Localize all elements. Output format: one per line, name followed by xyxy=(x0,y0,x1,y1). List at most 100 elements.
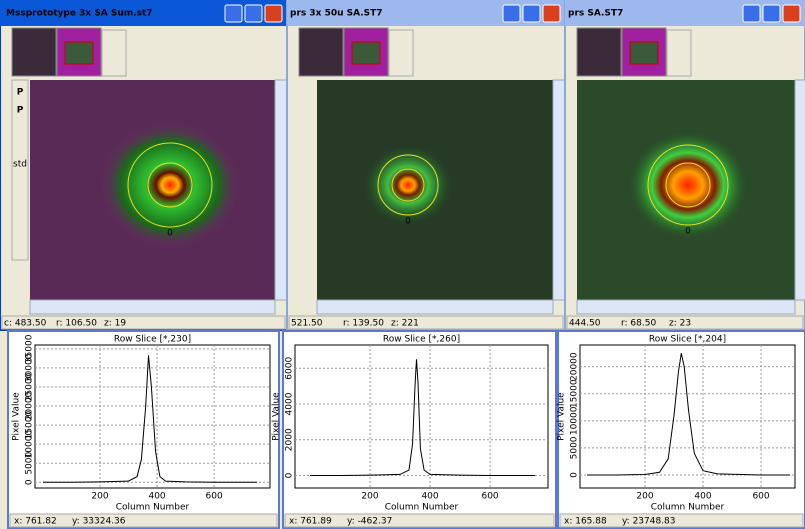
window-button[interactable] xyxy=(244,4,263,23)
y-tick-label: 0 xyxy=(25,479,35,485)
y-tick-label: 20000 xyxy=(570,352,580,381)
tool-label[interactable]: P xyxy=(17,88,24,98)
window-button[interactable] xyxy=(264,4,283,23)
plot-frame xyxy=(34,344,271,489)
scrollbar-vertical[interactable] xyxy=(552,79,566,301)
status-bar xyxy=(1,315,286,330)
toolbar[interactable] xyxy=(666,29,692,77)
y-tick-label: 20000 xyxy=(25,391,35,420)
ring-label: 0 xyxy=(405,217,411,227)
window-button[interactable] xyxy=(224,4,243,23)
status-text: x: 165.88 xyxy=(564,517,607,527)
tool-label[interactable]: std xyxy=(13,160,27,170)
scrollbar[interactable] xyxy=(576,299,796,315)
ring xyxy=(647,144,729,226)
scrollbar-vertical[interactable] xyxy=(274,79,288,301)
status-text: c: 483.50 xyxy=(4,319,47,329)
status-text: y: -462.37 xyxy=(347,517,392,527)
x-tick-label: 400 xyxy=(421,492,438,502)
window-button[interactable] xyxy=(542,4,561,23)
diffraction-halo xyxy=(628,131,748,239)
plot-frame xyxy=(294,344,549,489)
window-button[interactable] xyxy=(742,4,761,23)
x-tick-label: 600 xyxy=(752,492,769,502)
status-bar xyxy=(288,315,564,330)
window-button[interactable] xyxy=(782,4,801,23)
diffraction-halo xyxy=(363,144,453,226)
toolbar[interactable] xyxy=(388,29,414,77)
window-button[interactable] xyxy=(762,4,781,23)
y-tick-label: 15000 xyxy=(25,410,35,439)
scrollbar[interactable] xyxy=(316,299,554,315)
thumbnail-view xyxy=(351,41,381,65)
window-title: prs 3x 50u SA.ST7 xyxy=(290,9,383,19)
window-button[interactable] xyxy=(502,4,521,23)
ring-label: 0 xyxy=(167,229,173,239)
window-button[interactable] xyxy=(522,4,541,23)
tool-palette xyxy=(11,79,29,261)
x-tick-label: 600 xyxy=(481,492,498,502)
scrollbar-vertical[interactable] xyxy=(794,79,805,301)
plot-frame xyxy=(579,344,796,489)
window-icon: M xyxy=(6,9,15,19)
y-axis-label: Pixel Value xyxy=(557,392,567,441)
y-tick-label: 2000 xyxy=(285,428,295,451)
thumbnail-view xyxy=(64,41,94,65)
scrollbar[interactable] xyxy=(29,299,276,315)
status-text: z: 23 xyxy=(669,319,691,329)
ring xyxy=(147,162,193,208)
y-tick-label: 5000 xyxy=(25,451,35,474)
status-bar xyxy=(9,513,278,528)
x-axis-label: Column Number xyxy=(651,503,725,513)
y-tick-label: 30000 xyxy=(25,353,35,382)
status-text: z: 221 xyxy=(391,319,419,329)
status-bar xyxy=(566,315,804,330)
status-text: 444.50 xyxy=(569,319,601,329)
x-tick-label: 200 xyxy=(636,492,653,502)
status-text: y: 33324.36 xyxy=(72,517,126,527)
toolbar[interactable] xyxy=(101,29,127,77)
y-tick-label: 5000 xyxy=(570,436,580,459)
plot-title: Row Slice [*,204] xyxy=(649,335,726,345)
thumbnail[interactable] xyxy=(576,27,622,77)
status-text: y: 23748.83 xyxy=(622,517,676,527)
status-bar xyxy=(559,513,804,528)
ring xyxy=(127,142,213,228)
tool-label[interactable]: P xyxy=(17,106,24,116)
curve xyxy=(43,355,257,483)
status-text: x: 761.89 xyxy=(289,517,332,527)
x-tick-label: 200 xyxy=(91,492,108,502)
y-tick-label: 10000 xyxy=(25,430,35,459)
status-bar xyxy=(284,513,555,528)
x-tick-label: 400 xyxy=(694,492,711,502)
status-text: z: 19 xyxy=(104,319,126,329)
thumbnail[interactable] xyxy=(11,27,57,77)
diffraction-halo xyxy=(100,122,240,248)
status-text: r: 106.50 xyxy=(56,319,97,329)
plot-title: Row Slice [*,260] xyxy=(383,335,460,345)
status-text: r: 68.50 xyxy=(621,319,656,329)
x-tick-label: 600 xyxy=(206,492,223,502)
y-tick-label: 4000 xyxy=(285,392,295,415)
ring xyxy=(665,162,711,208)
x-axis-label: Column Number xyxy=(116,503,190,513)
ring xyxy=(377,154,439,216)
plot-title: Row Slice [*,230] xyxy=(114,335,191,345)
y-tick-label: 35000 xyxy=(25,334,35,363)
y-tick-label: 25000 xyxy=(25,372,35,401)
status-text: 521.50 xyxy=(291,319,323,329)
thumbnail-view xyxy=(629,41,659,65)
curve xyxy=(310,359,536,476)
y-tick-label: 0 xyxy=(285,472,295,478)
y-tick-label: 6000 xyxy=(285,357,295,380)
status-text: x: 761.82 xyxy=(14,517,57,527)
thumbnail[interactable] xyxy=(298,27,344,77)
x-tick-label: 200 xyxy=(361,492,378,502)
ring xyxy=(391,168,425,202)
x-tick-label: 400 xyxy=(148,492,165,502)
y-tick-label: 10000 xyxy=(570,406,580,435)
curve xyxy=(587,352,791,476)
y-axis-label: Pixel Value xyxy=(12,392,22,441)
